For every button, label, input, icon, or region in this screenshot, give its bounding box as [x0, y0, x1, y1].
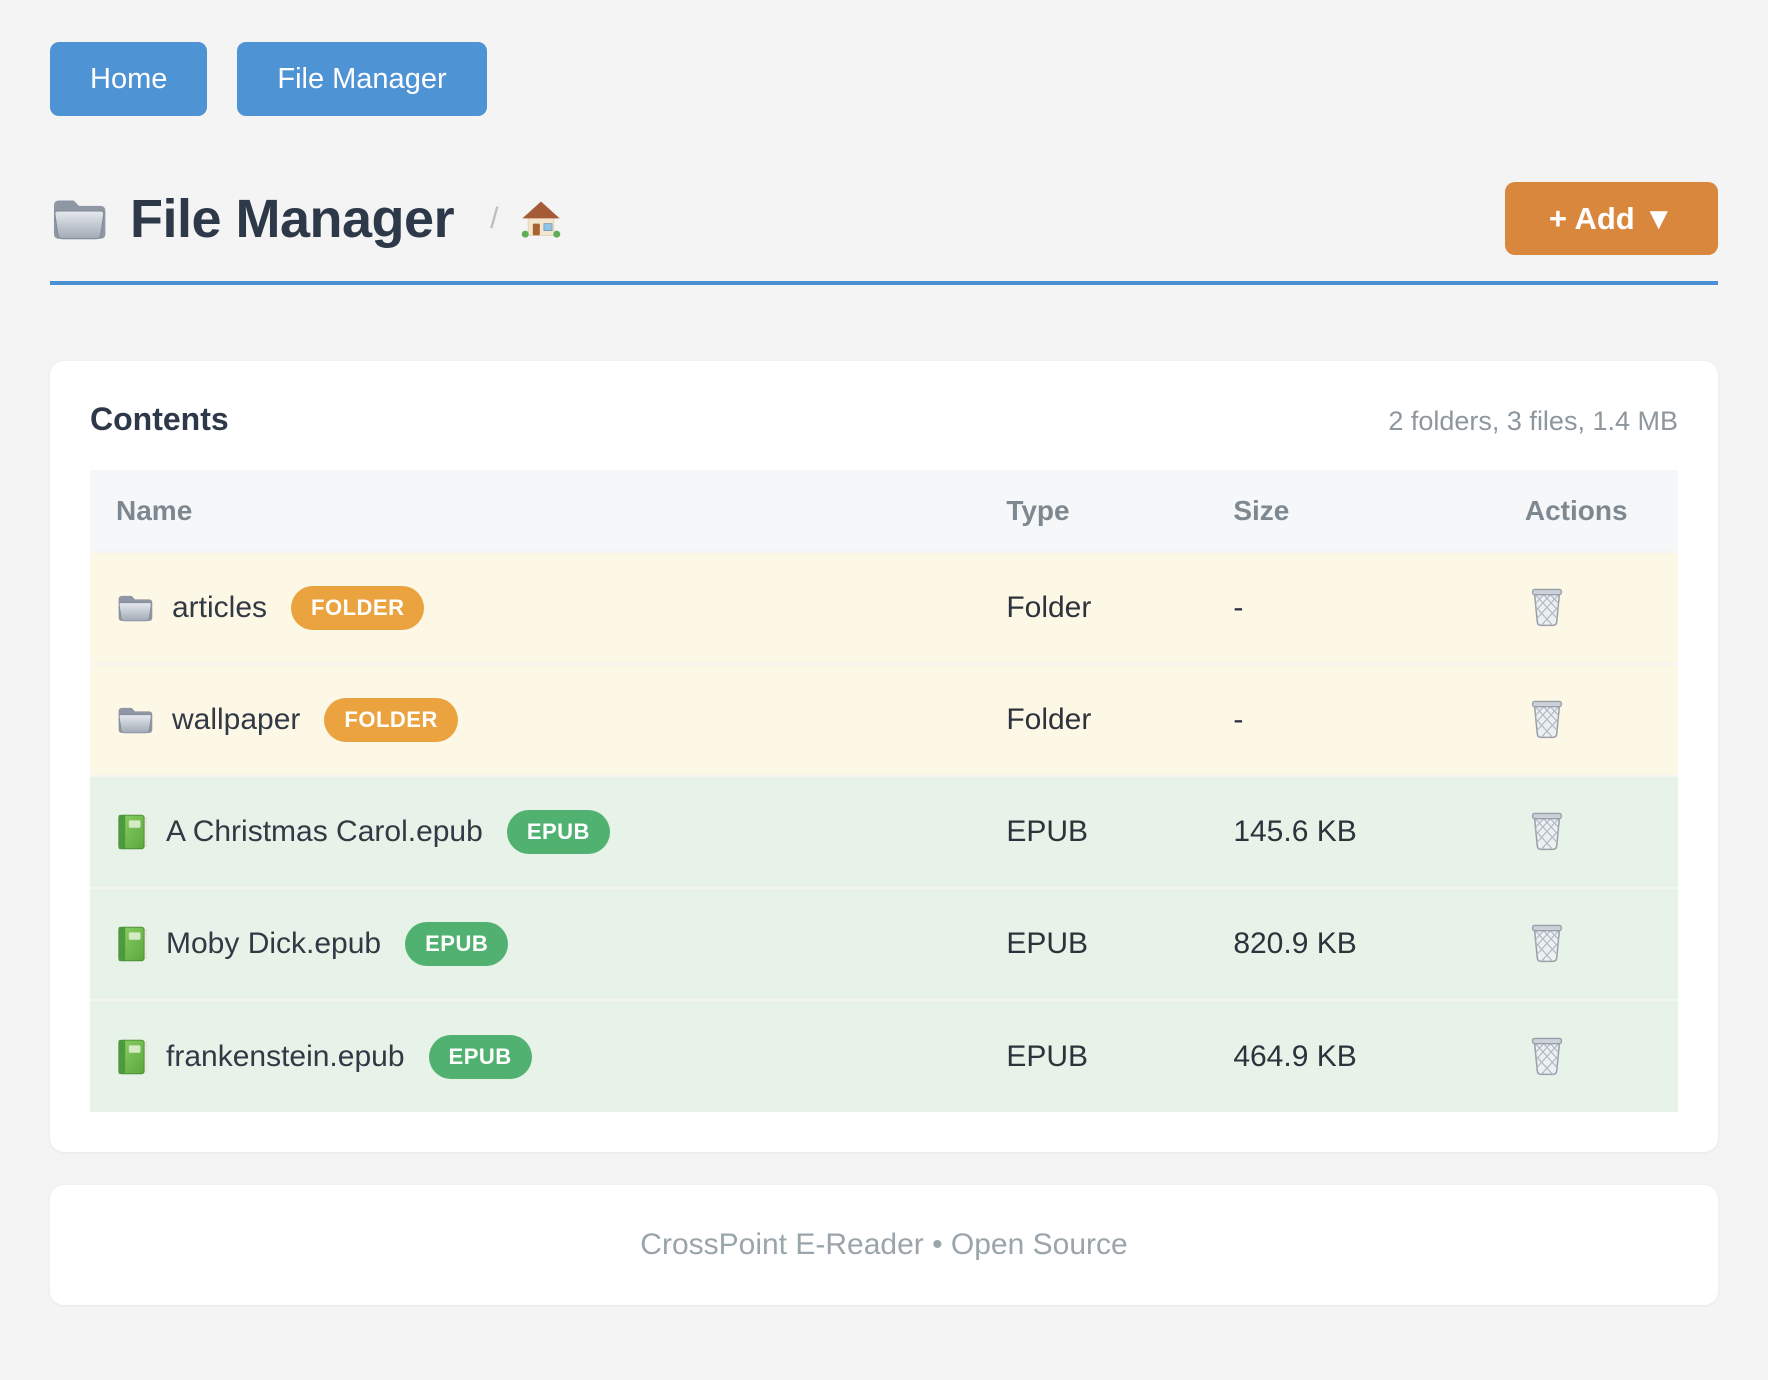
page-title: File Manager: [130, 188, 455, 249]
footer: CrossPoint E-Reader • Open Source: [50, 1185, 1718, 1305]
file-name-link[interactable]: frankenstein.epub: [166, 1039, 405, 1073]
delete-button[interactable]: [1525, 693, 1569, 743]
table-row: Moby Dick.epub EPUB EPUB 820.9 KB: [90, 888, 1678, 1000]
table-header-row: Name Type Size Actions: [90, 470, 1678, 552]
type-badge: EPUB: [405, 922, 509, 966]
delete-button[interactable]: [1525, 805, 1569, 855]
folder-icon: [116, 591, 154, 625]
nav-file-manager-button[interactable]: File Manager: [237, 42, 487, 116]
breadcrumb-separator: /: [490, 201, 499, 235]
folder-icon: [116, 703, 154, 737]
type-badge: EPUB: [506, 810, 610, 854]
delete-button[interactable]: [1525, 917, 1569, 967]
add-button[interactable]: + Add ▼: [1504, 182, 1718, 255]
column-header-actions: Actions: [1498, 470, 1678, 552]
top-nav: Home File Manager: [50, 0, 1718, 116]
trash-icon: [1529, 921, 1565, 963]
size-cell: 464.9 KB: [1233, 1039, 1357, 1073]
type-badge: FOLDER: [291, 586, 425, 630]
type-cell: EPUB: [1006, 1039, 1089, 1073]
contents-card: Contents 2 folders, 3 files, 1.4 MB Name…: [50, 361, 1718, 1152]
file-name-link[interactable]: wallpaper: [172, 703, 301, 736]
table-row: A Christmas Carol.epub EPUB EPUB 145.6 K…: [90, 776, 1678, 888]
size-cell: -: [1233, 591, 1244, 624]
file-table: Name Type Size Actions articles FOLDER F…: [90, 470, 1678, 1112]
size-cell: -: [1233, 703, 1244, 736]
trash-icon: [1529, 809, 1565, 851]
type-cell: Folder: [1006, 703, 1092, 736]
green-book-icon: [116, 1038, 148, 1076]
green-book-icon: [116, 813, 148, 851]
green-book-icon: [116, 925, 148, 963]
column-header-name: Name: [90, 470, 981, 552]
size-cell: 145.6 KB: [1233, 815, 1357, 848]
type-cell: EPUB: [1006, 815, 1089, 848]
type-badge: FOLDER: [324, 698, 458, 742]
home-icon[interactable]: [520, 199, 562, 239]
trash-icon: [1529, 697, 1565, 739]
file-name-link[interactable]: A Christmas Carol.epub: [166, 815, 483, 848]
page-header: File Manager / + Add ▼: [50, 182, 1718, 255]
table-row: articles FOLDER Folder -: [90, 552, 1678, 664]
column-header-type: Type: [980, 470, 1208, 552]
trash-icon: [1529, 1034, 1565, 1076]
contents-heading: Contents: [90, 401, 229, 437]
delete-button[interactable]: [1525, 581, 1569, 631]
footer-text: CrossPoint E-Reader • Open Source: [640, 1228, 1128, 1261]
type-badge: EPUB: [428, 1034, 532, 1079]
table-row: frankenstein.epub EPUB EPUB 464.9 KB: [90, 1000, 1678, 1112]
folder-icon: [50, 195, 108, 243]
title-underline: [50, 281, 1718, 285]
nav-home-button[interactable]: Home: [50, 42, 208, 116]
trash-icon: [1529, 585, 1565, 627]
contents-summary: 2 folders, 3 files, 1.4 MB: [1388, 406, 1678, 436]
file-name-link[interactable]: Moby Dick.epub: [166, 927, 382, 960]
size-cell: 820.9 KB: [1233, 927, 1357, 960]
delete-button[interactable]: [1525, 1030, 1569, 1080]
type-cell: Folder: [1006, 591, 1092, 624]
table-row: wallpaper FOLDER Folder -: [90, 664, 1678, 776]
type-cell: EPUB: [1006, 927, 1089, 960]
column-header-size: Size: [1207, 470, 1499, 552]
file-name-link[interactable]: articles: [172, 591, 268, 624]
